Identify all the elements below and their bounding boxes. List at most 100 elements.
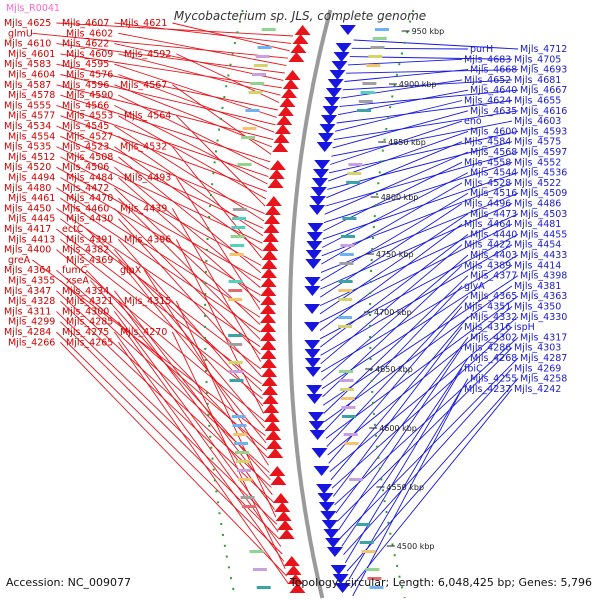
- reverse-gene-arrow: [325, 88, 342, 98]
- right-gene-label: Mjls_4509: [520, 188, 567, 199]
- feature-stripe: [229, 370, 244, 373]
- feature-stripe: [338, 298, 353, 301]
- reverse-gene-arrow: [311, 448, 328, 458]
- left-connector-line: [172, 84, 272, 155]
- left-gene-label: Mjls_4315: [124, 296, 171, 307]
- right-connector-line: [332, 326, 463, 497]
- left-gene-label: xseA: [66, 276, 89, 287]
- left-connector-line: [175, 239, 264, 414]
- forward-gene-arrow: [277, 520, 294, 530]
- feature-stripe: [228, 343, 243, 346]
- right-connector-line: [341, 79, 463, 99]
- forward-gene-arrow: [288, 52, 305, 62]
- left-connector-line: [118, 74, 275, 133]
- forward-gene-arrow: [262, 385, 278, 395]
- left-gene-label: Mjls_4583: [4, 59, 51, 70]
- right-gene-label: Mjls_4544: [470, 168, 517, 179]
- left-gene-label: Mjls_4564: [124, 111, 171, 122]
- forward-gene-arrow: [269, 160, 286, 170]
- left-gene-label: Mjls_4602: [66, 28, 113, 39]
- reverse-gene-arrow: [325, 538, 342, 548]
- right-connector-line: [322, 264, 463, 398]
- forward-gene-arrow: [279, 97, 296, 107]
- feature-stripe: [360, 91, 375, 94]
- right-gene-label: Mjls_4528: [464, 178, 511, 189]
- reverse-gene-arrow: [308, 412, 324, 422]
- reverse-gene-arrow: [304, 358, 321, 368]
- forward-gene-arrow: [281, 88, 298, 98]
- figure-title: Mycobacterium sp. JLS, complete genome: [174, 9, 426, 23]
- feature-stripe: [341, 406, 356, 409]
- left-connector-line: [118, 32, 287, 67]
- reverse-gene-arrow: [306, 385, 323, 395]
- feature-stripe: [357, 109, 372, 112]
- right-gene-label: Mjls_4640: [470, 85, 517, 96]
- left-gene-label: Mjls_4430: [66, 214, 113, 225]
- left-connector-line: [118, 53, 281, 96]
- right-gene-label: Mjls_4693: [520, 65, 567, 76]
- right-gene-label: Mjls_4286: [464, 343, 511, 354]
- right-gene-label: Mjls_4258: [520, 374, 567, 385]
- reverse-gene-arrow: [308, 421, 325, 431]
- forward-gene-arrow: [284, 70, 301, 80]
- feature-stripe: [338, 325, 352, 328]
- right-gene-label: Mjls_4558: [464, 157, 511, 168]
- right-gene-label: Mjls_4593: [520, 126, 567, 137]
- forward-gene-arrow: [265, 430, 282, 440]
- right-gene-label: ispH: [514, 322, 535, 333]
- left-connector-line: [60, 53, 282, 89]
- right-connector-line: [324, 285, 513, 423]
- right-connector-line: [326, 295, 469, 448]
- tick-label: 4550 kbp: [386, 483, 424, 492]
- reverse-gene-arrow: [311, 178, 328, 188]
- right-gene-label: eno: [464, 116, 482, 127]
- reverse-gene-arrow: [334, 583, 351, 593]
- left-connector-line: [118, 94, 270, 170]
- reverse-gene-arrow: [335, 43, 352, 53]
- feature-stripe: [232, 424, 247, 427]
- forward-gene-arrow: [263, 412, 280, 422]
- feature-stripe: [229, 253, 244, 256]
- right-connector-line: [325, 295, 519, 439]
- reverse-gene-arrow: [304, 340, 321, 350]
- right-connector-line: [321, 182, 463, 265]
- forward-gene-arrow: [261, 250, 278, 260]
- left-gene-label: Mjls_4523: [62, 142, 109, 153]
- right-connector-line: [351, 47, 469, 50]
- tick-label: 4650 kbp: [375, 365, 413, 374]
- left-connector-line: [118, 300, 275, 510]
- right-connector-line: [346, 69, 519, 74]
- right-gene-label: Mjls_4377: [470, 271, 517, 282]
- feature-stripe: [237, 469, 251, 472]
- reverse-gene-arrow: [309, 205, 326, 215]
- right-connector-line: [331, 326, 513, 489]
- left-connector-line: [60, 94, 271, 163]
- left-gene-label: Mjls_4470: [66, 193, 113, 204]
- right-gene-label: Mjls_4242: [514, 384, 561, 395]
- forward-gene-arrow: [266, 439, 283, 449]
- right-gene-label: Mjls_4455: [520, 229, 567, 240]
- left-connector-line: [118, 321, 282, 547]
- right-gene-label: Mjls_4635: [470, 106, 517, 117]
- reverse-gene-arrow: [307, 223, 324, 233]
- reverse-gene-arrow: [313, 466, 330, 476]
- right-gene-label: Mjls_4552: [514, 157, 561, 168]
- feature-stripe: [241, 136, 256, 139]
- left-connector-line: [86, 228, 263, 392]
- right-gene-label: Mjls_4269: [514, 363, 561, 374]
- right-gene-label: Mjls_4433: [520, 250, 567, 261]
- forward-gene-arrow: [282, 79, 299, 89]
- left-connector-line: [172, 208, 262, 362]
- right-gene-label: Mjls_4668: [470, 65, 517, 76]
- left-gene-label: Mjls_4577: [8, 111, 55, 122]
- left-gene-label: Mjls_4369: [66, 255, 113, 266]
- reverse-gene-arrow: [313, 169, 329, 179]
- left-gene-label: Mjls_4355: [8, 276, 55, 287]
- right-gene-label: Mjls_4316: [464, 322, 511, 333]
- feature-stripe: [359, 541, 374, 544]
- forward-gene-arrow: [292, 34, 309, 44]
- feature-stripe: [231, 415, 246, 418]
- forward-gene-arrow: [260, 322, 276, 332]
- reverse-gene-arrow: [305, 367, 322, 377]
- feature-stripe: [356, 523, 371, 526]
